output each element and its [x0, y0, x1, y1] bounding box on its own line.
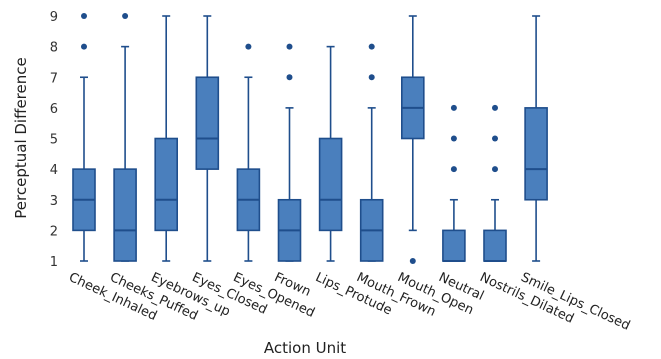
box-Cheeks_Puffed: [113, 13, 137, 262]
box-Mouth_Frown: [359, 43, 384, 262]
box-Cheek_Inhaled: [72, 13, 96, 262]
outlier-point: [122, 13, 129, 19]
box-iqr: [483, 229, 507, 262]
outlier-point: [492, 166, 498, 173]
box-iqr: [113, 168, 137, 262]
y-tick-label: 6: [50, 102, 58, 117]
x-axis-tick-labels: Cheek_InhaledCheeks_PuffedEyebrows_upEye…: [66, 270, 632, 334]
outlier-point: [245, 43, 252, 50]
box-iqr: [442, 229, 466, 262]
outlier-point: [81, 43, 87, 50]
box-Smile_Lips_Closed: [524, 15, 548, 262]
outlier-point: [286, 74, 293, 81]
y-tick-label: 1: [50, 255, 58, 270]
outlier-point: [450, 135, 457, 142]
outlier-point: [409, 258, 416, 264]
outlier-point: [492, 104, 498, 111]
box-Nostrils_Dilated: [483, 104, 507, 262]
x-axis-title: Action Unit: [264, 339, 346, 357]
outlier-point: [368, 43, 375, 50]
y-axis-title: Perceptual Difference: [12, 57, 30, 218]
outlier-point: [368, 74, 375, 81]
y-tick-label: 7: [50, 71, 58, 86]
box-Eyebrows_up: [154, 15, 178, 262]
outlier-point: [286, 43, 293, 50]
box-Mouth_Open: [400, 15, 425, 264]
y-tick-label: 9: [50, 10, 58, 25]
box-iqr: [195, 76, 220, 170]
box-Eyes_Closed: [195, 15, 220, 262]
box-Frown: [277, 43, 302, 262]
box-Eyes_Opened: [236, 43, 261, 262]
box-Lips_Protude: [318, 45, 343, 262]
y-tick-label: 3: [50, 194, 58, 209]
box-iqr: [154, 137, 178, 232]
y-tick-label: 8: [50, 41, 58, 56]
y-tick-label: 4: [50, 163, 58, 178]
y-tick-label: 5: [50, 133, 58, 148]
box-iqr: [318, 137, 343, 232]
box-Neutral: [442, 104, 466, 262]
outlier-point: [450, 104, 457, 111]
y-tick-label: 2: [50, 224, 58, 239]
outlier-point: [81, 13, 87, 19]
y-axis-ticks: 1 2 3 4 5 6 7 8 9: [50, 10, 58, 270]
outlier-point: [450, 166, 457, 173]
box-series: [72, 13, 548, 264]
box-iqr: [524, 107, 548, 201]
outlier-point: [492, 135, 498, 142]
